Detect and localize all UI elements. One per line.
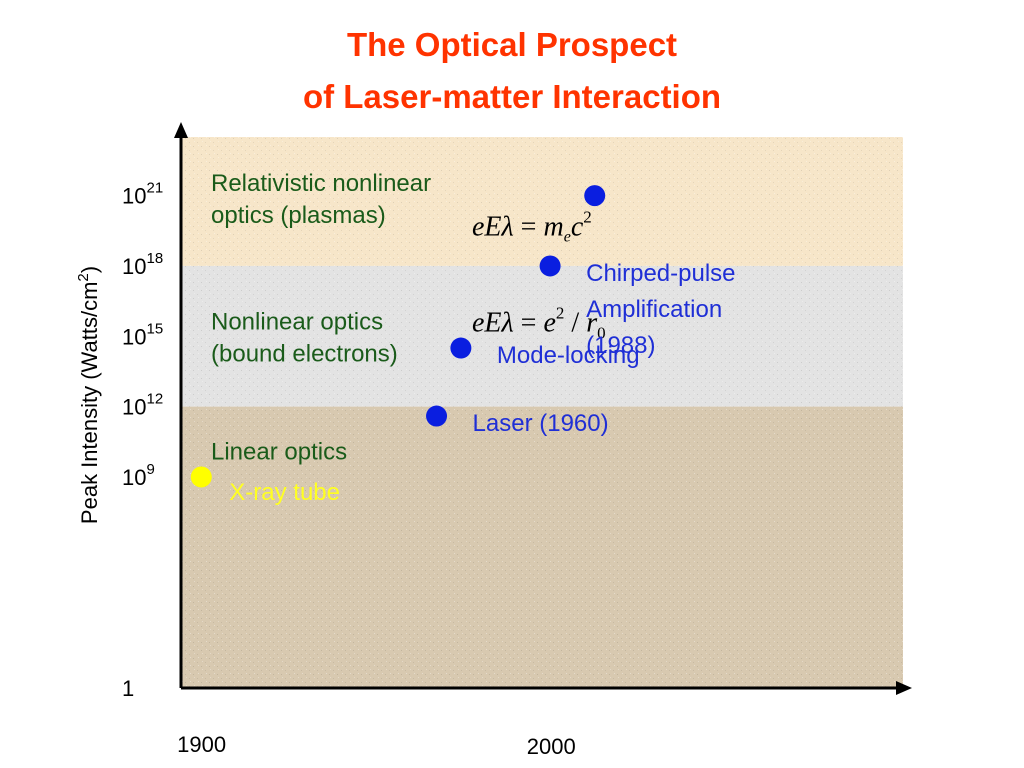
y-axis-arrow	[174, 122, 188, 138]
region-label-line: Nonlinear optics	[211, 308, 383, 335]
data-point-1	[426, 405, 448, 427]
x-tick-label: 2000	[527, 734, 576, 759]
region-label-line: (bound electrons)	[211, 340, 398, 367]
data-point-label-line: Chirped-pulse	[586, 260, 735, 287]
data-point-2	[450, 337, 472, 359]
chart-title-line1: The Optical Prospect	[346, 26, 678, 63]
formula-bound: eEλ = e2 / r0	[472, 304, 606, 343]
y-tick-label: 1015	[122, 320, 163, 349]
y-tick-label: 109	[122, 461, 155, 490]
data-point-label-2: Mode-locking	[497, 342, 640, 369]
formula-relativistic: eEλ = mec2	[472, 207, 592, 245]
region-label-0: Relativistic nonlinear optics (plasmas)	[211, 170, 431, 229]
data-point-0	[190, 466, 212, 488]
data-point-3	[539, 255, 561, 277]
region-label-line: Relativistic nonlinear	[211, 170, 431, 197]
region-label-1: Nonlinear optics (bound electrons)	[211, 308, 398, 367]
y-tick-label: 1021	[122, 180, 163, 209]
x-axis-arrow	[896, 681, 912, 695]
data-point-label-line: (1988)	[586, 332, 655, 359]
region-label-line: optics (plasmas)	[211, 202, 386, 229]
data-point-label-line: Mode-locking	[497, 342, 640, 369]
data-point-label-line: X-ray tube	[229, 479, 340, 506]
region-label-line: Linear optics	[211, 438, 347, 465]
data-point-4	[584, 185, 606, 207]
data-point-label-1: Laser (1960)	[473, 410, 609, 437]
x-tick-label: 1900	[177, 732, 226, 757]
y-tick-label: 1	[122, 676, 134, 701]
data-point-label-line: Laser (1960)	[473, 410, 609, 437]
y-tick-label: 1018	[122, 250, 163, 279]
data-point-label-line: Amplification	[586, 296, 722, 323]
y-tick-label: 1012	[122, 391, 163, 420]
chart-title-line2: of Laser-matter Interaction	[302, 78, 722, 115]
y-axis-label: Peak Intensity (Watts/cm2)	[75, 266, 102, 524]
data-point-label-0: X-ray tube	[229, 479, 340, 506]
region-label-2: Linear optics	[211, 438, 347, 465]
data-point-label-3: Chirped-pulse Amplification (1988)	[586, 260, 735, 359]
